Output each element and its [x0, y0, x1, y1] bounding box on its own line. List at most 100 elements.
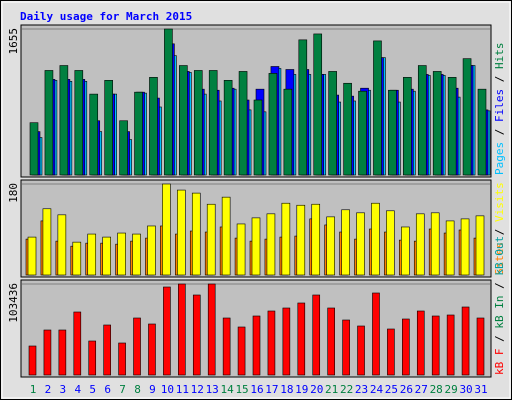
- bar: [104, 80, 113, 176]
- bar: [236, 223, 246, 276]
- bar: [59, 65, 69, 176]
- legend-separator: /: [493, 276, 506, 296]
- bar: [117, 232, 126, 276]
- bar: [266, 213, 276, 276]
- bar: [221, 196, 231, 276]
- x-tick-label: 22: [340, 383, 353, 396]
- x-tick-label: 21: [325, 383, 338, 396]
- y-tick-label: 180: [7, 183, 20, 203]
- legend: Pages / Files / Hits: [493, 43, 506, 176]
- bar: [415, 213, 425, 276]
- bar: [58, 329, 67, 376]
- bar: [251, 217, 261, 276]
- bar: [134, 91, 143, 176]
- x-tick-label: 7: [119, 383, 126, 396]
- legend-entry: kB Out: [493, 236, 506, 276]
- bar: [445, 220, 455, 276]
- x-tick-label: 3: [60, 383, 67, 396]
- legend: Sites / Visits: [493, 182, 506, 275]
- bar: [267, 310, 276, 376]
- y-tick-label: 1655: [7, 28, 20, 55]
- x-tick-label: 19: [295, 383, 308, 396]
- x-tick-label: 16: [250, 383, 263, 396]
- bar: [371, 202, 380, 276]
- bar: [357, 325, 365, 376]
- bar: [268, 73, 278, 176]
- x-tick-label: 24: [370, 383, 384, 396]
- bar: [149, 77, 158, 176]
- bar: [119, 120, 128, 176]
- bar: [326, 216, 335, 276]
- bar: [102, 236, 111, 276]
- x-tick-label: 23: [355, 383, 368, 396]
- bar: [296, 204, 306, 276]
- bar: [163, 286, 171, 376]
- x-tick-label: 31: [474, 383, 487, 396]
- bar: [298, 39, 308, 176]
- bar: [208, 70, 218, 176]
- bar: [342, 319, 350, 376]
- x-tick-label: 11: [176, 383, 189, 396]
- legend-separator: /: [493, 329, 506, 349]
- bar: [164, 28, 173, 176]
- bar: [118, 342, 126, 376]
- legend-separator: /: [493, 69, 506, 89]
- bar: [103, 324, 111, 376]
- bar: [28, 345, 37, 376]
- x-tick-label: 14: [221, 383, 235, 396]
- x-tick-label: 26: [400, 383, 413, 396]
- bar: [148, 323, 156, 376]
- legend-separator: /: [493, 222, 506, 242]
- bar: [446, 314, 455, 376]
- bar: [281, 202, 291, 276]
- bar: [191, 192, 201, 276]
- legend-entry: Sites: [493, 242, 506, 275]
- x-tick-label: 13: [206, 383, 219, 396]
- bar: [177, 189, 186, 276]
- bar: [43, 329, 52, 376]
- bar: [388, 89, 397, 176]
- x-tick-label: 6: [104, 383, 111, 396]
- bar: [223, 80, 233, 176]
- bar: [206, 203, 216, 276]
- bar: [42, 208, 52, 276]
- bar: [237, 326, 246, 376]
- bar: [57, 214, 67, 276]
- x-tick-label: 1: [30, 383, 37, 396]
- bar: [238, 71, 248, 176]
- x-tick-label: 17: [265, 383, 278, 396]
- bar: [477, 88, 487, 176]
- bar: [253, 99, 263, 176]
- x-tick-label: 12: [191, 383, 204, 396]
- bar: [313, 33, 323, 176]
- bar: [133, 317, 141, 376]
- x-tick-label: 18: [280, 383, 293, 396]
- bar: [402, 318, 410, 376]
- bar: [372, 292, 380, 376]
- legend-entry: kB F: [493, 349, 506, 376]
- bar: [147, 225, 156, 276]
- bar: [252, 315, 261, 376]
- x-tick-label: 8: [134, 383, 141, 396]
- legend-entry: kB In: [493, 296, 506, 329]
- bar: [461, 306, 470, 376]
- bar: [44, 70, 54, 176]
- bar: [403, 77, 412, 176]
- x-tick-label: 5: [89, 383, 96, 396]
- bar: [328, 71, 337, 176]
- bar: [179, 65, 188, 176]
- bar: [27, 236, 37, 276]
- bar: [416, 310, 425, 376]
- x-tick-label: 29: [445, 383, 458, 396]
- bar: [462, 58, 472, 176]
- bar: [475, 215, 485, 276]
- bar: [73, 311, 82, 376]
- bar: [460, 218, 470, 276]
- bar: [88, 340, 97, 376]
- bar: [283, 88, 293, 176]
- bar: [132, 233, 141, 276]
- x-tick-label: 9: [149, 383, 156, 396]
- bar: [327, 307, 335, 376]
